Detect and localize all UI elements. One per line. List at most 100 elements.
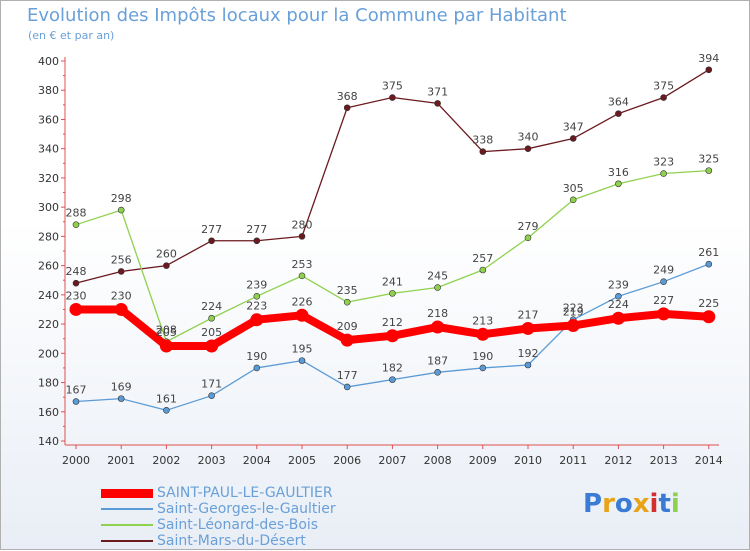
y-tick-label: 240	[38, 289, 59, 302]
x-tick-label: 2000	[62, 454, 90, 467]
data-point	[117, 206, 125, 214]
y-tick-label: 220	[38, 318, 59, 331]
logo-text: Proxiti	[583, 489, 680, 519]
data-label: 190	[472, 350, 493, 363]
data-label: 394	[698, 52, 719, 65]
data-label: 167	[66, 384, 87, 397]
data-label: 182	[382, 362, 403, 375]
data-point	[69, 302, 83, 316]
data-label: 305	[563, 182, 584, 195]
y-tick-label: 300	[38, 201, 59, 214]
data-label: 225	[698, 297, 719, 310]
data-point	[389, 290, 396, 297]
data-label: 209	[337, 320, 358, 333]
data-point	[705, 66, 713, 74]
data-label: 280	[292, 218, 313, 231]
data-point	[163, 262, 170, 269]
data-point	[660, 170, 667, 177]
series-2	[72, 167, 713, 345]
data-label: 161	[156, 392, 177, 405]
data-label: 257	[472, 252, 493, 265]
legend-label: SAINT-PAUL-LE-GAULTIER	[157, 485, 333, 501]
data-point	[479, 148, 487, 155]
data-point	[343, 298, 351, 306]
legend-label: Saint-Léonard-des-Bois	[157, 517, 319, 533]
y-tick-label: 160	[38, 406, 59, 419]
data-point	[72, 398, 80, 405]
data-point	[431, 320, 445, 334]
legend-swatch	[101, 508, 153, 510]
x-tick-label: 2002	[152, 454, 180, 467]
data-label: 192	[518, 347, 539, 360]
y-tick-label: 360	[38, 113, 59, 126]
data-point	[343, 383, 351, 391]
data-point	[385, 329, 399, 343]
data-point	[159, 339, 173, 353]
data-label: 279	[518, 220, 539, 233]
x-tick-label: 2006	[333, 454, 361, 467]
data-point	[295, 308, 309, 322]
data-point	[524, 234, 532, 242]
x-tick-label: 2005	[288, 454, 316, 467]
data-point	[569, 196, 577, 204]
x-tick-label: 2013	[650, 454, 678, 467]
y-tick-label: 400	[38, 55, 59, 68]
data-point	[569, 135, 577, 142]
data-label: 224	[201, 300, 222, 313]
series-0	[69, 302, 716, 353]
chart-subtitle: (en € et par an)	[28, 29, 115, 42]
x-tick-label: 2009	[469, 454, 497, 467]
data-point	[208, 392, 215, 399]
legend-swatch	[101, 540, 153, 542]
data-point	[298, 272, 306, 280]
data-label: 213	[472, 314, 493, 327]
x-tick-label: 2007	[378, 454, 406, 467]
data-label: 260	[156, 248, 177, 261]
data-point	[117, 395, 125, 402]
data-label: 371	[427, 85, 448, 98]
data-label: 316	[608, 166, 629, 179]
data-point	[298, 233, 306, 240]
x-tick-label: 2004	[243, 454, 271, 467]
data-label: 249	[653, 264, 674, 277]
data-point	[163, 407, 170, 414]
data-label: 325	[698, 153, 719, 166]
data-point	[479, 266, 487, 274]
data-point	[705, 167, 713, 174]
data-label: 375	[382, 80, 403, 93]
data-point	[702, 310, 716, 324]
data-label: 219	[563, 306, 584, 319]
data-label: 226	[292, 295, 313, 308]
data-label: 248	[66, 265, 87, 278]
data-point	[434, 284, 441, 291]
data-point	[476, 327, 490, 341]
data-label: 218	[427, 307, 448, 320]
data-label: 368	[337, 90, 358, 103]
data-label: 256	[111, 253, 132, 266]
proxiti-logo: Proxiti	[583, 489, 680, 519]
data-point	[524, 361, 532, 369]
y-tick-label: 260	[38, 260, 59, 273]
data-label: 190	[246, 350, 267, 363]
data-label: 340	[518, 131, 539, 144]
y-tick-label: 340	[38, 143, 59, 156]
x-tick-label: 2014	[695, 454, 723, 467]
data-point	[253, 364, 261, 372]
series-3	[72, 66, 713, 287]
data-label: 239	[246, 278, 267, 291]
data-point	[705, 260, 713, 268]
axes: 140 160 180 200 220 240 260 280 300 320 340 360 380 4…	[38, 55, 723, 467]
data-label: 187	[427, 354, 448, 367]
y-tick-label: 320	[38, 172, 59, 185]
data-label: 288	[66, 207, 87, 220]
data-point	[114, 302, 128, 316]
data-label: 277	[246, 223, 267, 236]
data-point	[524, 145, 532, 152]
data-point	[521, 321, 535, 335]
data-point	[660, 278, 667, 285]
series-layer	[69, 66, 716, 414]
chart-title: Evolution des Impôts locaux pour la Comm…	[27, 5, 567, 26]
data-label: 208	[156, 324, 177, 337]
